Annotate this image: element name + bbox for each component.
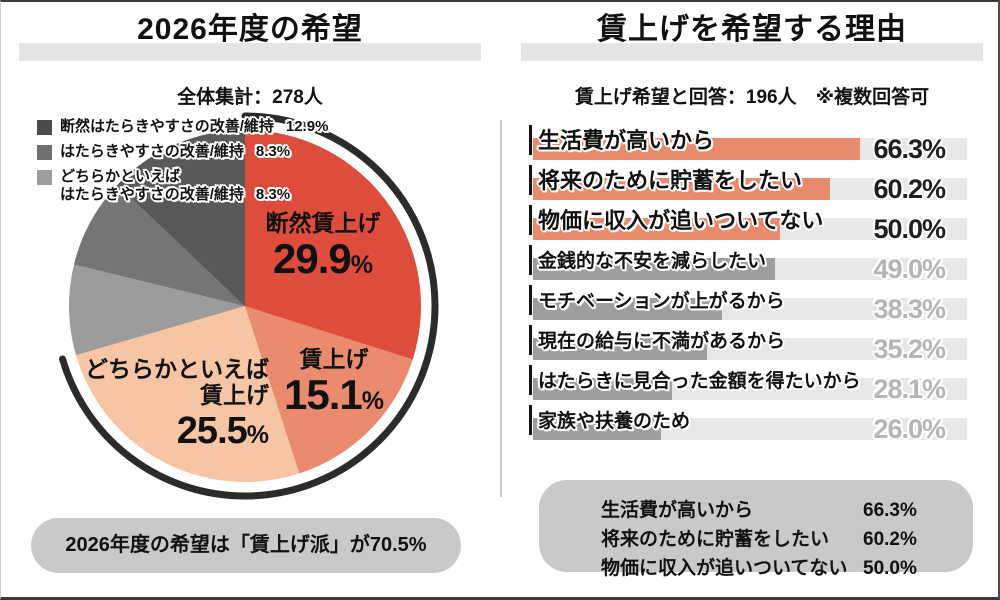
bar-axis-tick (529, 405, 532, 435)
bar-value: 26.0% (873, 414, 946, 444)
bar-value: 49.0% (873, 254, 946, 284)
panel-divider (500, 120, 502, 497)
summary-row: 物価に収入が追いついてない 50.0% (601, 554, 973, 583)
bar-axis-tick (529, 285, 532, 315)
bar-value: 60.2% (873, 174, 946, 204)
bar-track (533, 258, 967, 280)
bar-label: 家族や扶養のため (538, 411, 691, 432)
bar-row: 物価に収入が追いついてない 50.0% (529, 203, 967, 244)
bar-fill (533, 138, 860, 160)
pie-slice-value: 25.5 (176, 410, 248, 452)
bar-label: 金銭的な不安を減らしたい (538, 251, 767, 272)
bar-axis-tick (529, 165, 532, 195)
bar-label: 生活費が高いから (538, 128, 715, 153)
summary-label: 物価に収入が追いついてない (601, 558, 848, 579)
bar-row: はたらきに見合った金額を得たいから 28.1% (529, 363, 967, 404)
bar-track (533, 218, 967, 240)
bar-fill (533, 338, 707, 360)
pie-slice-value: 15.1 (284, 371, 363, 418)
bar-row: 現在の給与に不満があるから 35.2% (529, 323, 967, 364)
bar-track (533, 418, 967, 440)
bar-label: 将来のために貯蓄をしたい (538, 168, 803, 193)
left-panel-subtitle: 全体集計：278人 (177, 87, 323, 108)
pie-slice-label-dochiraka-chinage: どちらかといえば 賃上げ 25.5% (85, 356, 269, 452)
left-summary-pill: 2026年度の希望は「賃上げ派」が70.5% (31, 518, 461, 573)
summary-value: 60.2% (863, 529, 917, 550)
left-panel-title: 2026年度の希望 (137, 13, 363, 46)
bar-row: 生活費が高いから 66.3% (529, 123, 967, 164)
summary-label: 生活費が高いから (601, 500, 754, 521)
legend-item: どちらかといえば はたらきやすさの改善/維持 8.3% (37, 168, 328, 204)
bar-fill (533, 298, 722, 320)
bar-value: 66.3% (873, 134, 946, 164)
pie-slice-value: 29.9 (273, 235, 352, 282)
summary-label: 将来のために貯蓄をしたい (601, 529, 830, 550)
bar-fill (533, 178, 830, 200)
bar-fill (533, 378, 672, 400)
legend-value: 8.3% (255, 143, 291, 160)
bar-fill (533, 258, 775, 280)
bar-axis-tick (529, 365, 532, 395)
pie-slice-label-danzen-chinage: 断然賃上げ 29.9% (265, 210, 381, 282)
bar-axis-tick (529, 245, 532, 275)
right-summary-pill: 生活費が高いから 66.3% 将来のために貯蓄をしたい 60.2% 物価に収入が… (539, 480, 973, 579)
summary-row: 生活費が高いから 66.3% (601, 496, 973, 525)
bar-label: はたらきに見合った金額を得たいから (538, 371, 861, 392)
bar-chart: 生活費が高いから 66.3% 将来のために貯蓄をしたい 60.2% 物価に収入が追いつい… (529, 123, 967, 444)
legend-item: 断然はたらきやすさの改善/維持 12.9% (37, 118, 328, 136)
pie-slice-label-chinage: 賃上げ 15.1% (284, 346, 384, 418)
bar-fill (533, 418, 662, 440)
summary-value: 50.0% (863, 558, 917, 579)
pie-legend: 断然はたらきやすさの改善/維持 12.9% はたらきやすさの改善/維持 8.3%… (37, 118, 328, 211)
right-panel-title: 賃上げを希望する理由 (597, 13, 907, 46)
legend-swatch (37, 170, 52, 185)
legend-swatch (37, 145, 52, 160)
bar-row: 家族や扶養のため 26.0% (529, 403, 967, 444)
bar-track (533, 338, 967, 360)
bar-axis-tick (529, 325, 532, 355)
bar-row: 金銭的な不安を減らしたい 49.0% (529, 243, 967, 284)
bar-row: モチベーションが上がるから 38.3% (529, 283, 967, 324)
legend-item: はたらきやすさの改善/維持 8.3% (37, 143, 328, 161)
bar-axis-tick (529, 205, 532, 235)
left-summary-text: 2026年度の希望は「賃上げ派」が70.5% (65, 534, 427, 556)
left-title-band (19, 43, 481, 61)
legend-swatch (37, 120, 52, 135)
legend-label: どちらかといえば (60, 168, 181, 185)
right-panel-subtitle: 賃上げ希望と回答：196人 ※複数回答可 (574, 87, 930, 108)
legend-value: 8.3% (255, 186, 291, 203)
bar-row: 将来のために貯蓄をしたい 60.2% (529, 163, 967, 204)
right-title-band (521, 43, 983, 61)
bar-value: 50.0% (873, 214, 946, 244)
legend-label: はたらきやすさの改善/維持 (60, 143, 244, 160)
summary-value: 66.3% (863, 500, 917, 521)
bar-label: 物価に収入が追いついてない (538, 208, 824, 233)
bar-track (533, 178, 967, 200)
bar-axis-tick (529, 125, 532, 155)
bar-label: 現在の給与に不満があるから (538, 331, 786, 352)
bar-track (533, 378, 967, 400)
bar-value: 35.2% (873, 334, 946, 364)
legend-label: 断然はたらきやすさの改善/維持 (60, 118, 274, 135)
bar-fill (533, 218, 780, 240)
summary-row: 将来のために貯蓄をしたい 60.2% (601, 525, 973, 554)
legend-value: 12.9% (285, 118, 329, 135)
bar-track (533, 138, 967, 160)
bar-label: モチベーションが上がるから (538, 291, 785, 312)
bar-track (533, 298, 967, 320)
bar-value: 28.1% (873, 374, 946, 404)
bar-value: 38.3% (873, 294, 946, 324)
